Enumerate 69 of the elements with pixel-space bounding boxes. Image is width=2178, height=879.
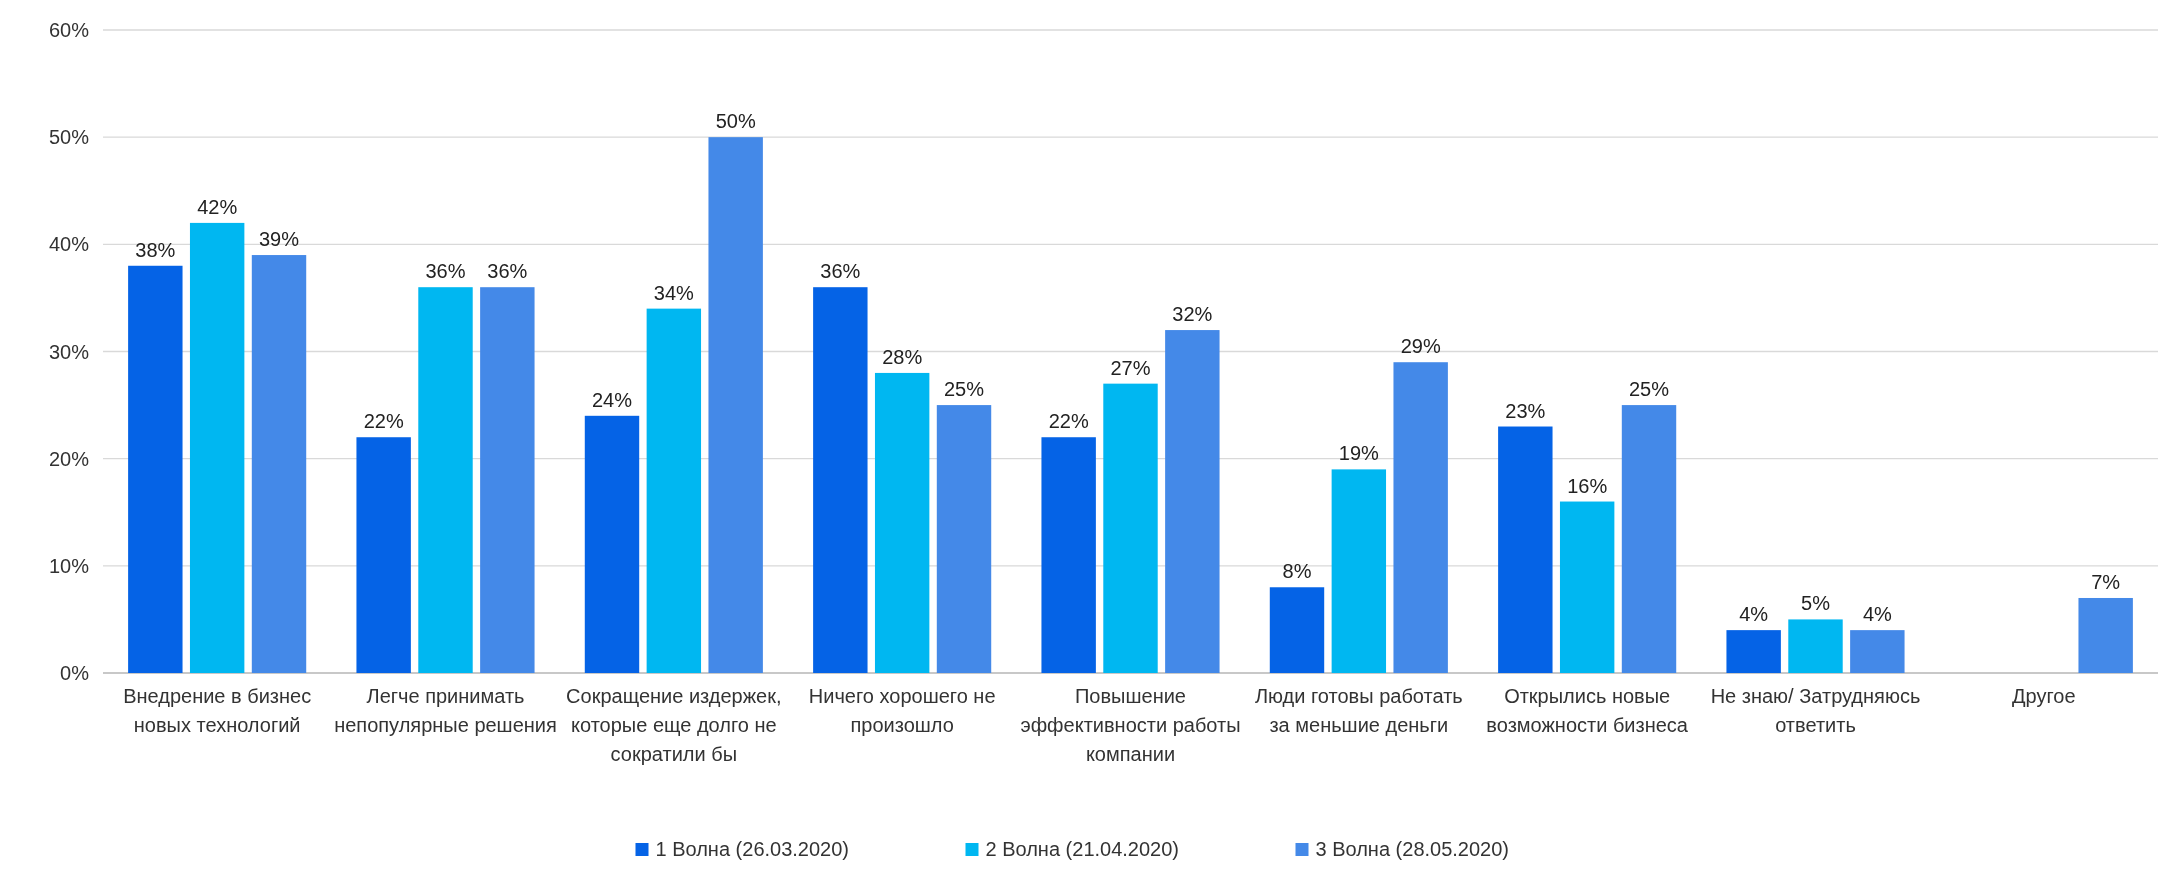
x-tick-label: Люди готовы работать за меньшие деньги	[1254, 685, 1463, 736]
y-tick-label: 30%	[48, 340, 90, 363]
bar	[1103, 383, 1158, 673]
bar	[584, 415, 640, 673]
y-tick-label: 50%	[48, 126, 90, 149]
bar	[1331, 469, 1387, 673]
data-label: 25%	[943, 378, 985, 401]
legend-label: 3 Волна (28.05.2020)	[1315, 838, 1510, 860]
data-label: 19%	[1338, 442, 1380, 465]
bar	[1788, 619, 1843, 673]
x-tick-label: Открылись новые возможности бизнеса	[1486, 685, 1689, 736]
bar	[251, 255, 307, 673]
bar	[2078, 597, 2133, 673]
legend-label: 2 Волна (21.04.2020)	[985, 838, 1180, 860]
x-tick-label: Ничего хорошего не произошло	[808, 685, 996, 736]
bar	[1726, 630, 1781, 673]
bar	[480, 287, 535, 673]
legend-label: 1 Волна (26.03.2020)	[655, 838, 850, 860]
data-label: 28%	[882, 345, 923, 368]
data-label: 4%	[1739, 603, 1769, 626]
bar	[708, 137, 763, 673]
data-label: 4%	[1862, 603, 1893, 626]
bar	[418, 287, 473, 673]
data-label: 5%	[1801, 592, 1831, 615]
y-tick-label: 20%	[48, 447, 90, 470]
x-tick-label: Повышение эффективности работы компании	[1020, 685, 1241, 765]
x-tick-label: Не знаю/ Затрудняюсь ответить	[1710, 685, 1921, 736]
data-label: 36%	[820, 260, 861, 283]
data-label: 24%	[591, 388, 633, 411]
x-tick-label: Легче принимать непопулярные решения	[334, 685, 557, 736]
data-label: 38%	[135, 238, 176, 261]
bar	[936, 405, 992, 673]
data-label: 50%	[715, 110, 756, 133]
data-label: 36%	[425, 260, 466, 283]
bar	[128, 265, 183, 673]
bar	[1850, 630, 1905, 673]
data-label: 27%	[1110, 356, 1151, 379]
bar	[1559, 501, 1615, 673]
bar	[356, 437, 411, 673]
bar	[1165, 330, 1220, 673]
bar	[1269, 587, 1325, 673]
data-label: 42%	[197, 195, 238, 218]
data-label: 34%	[653, 281, 695, 304]
data-label: 25%	[1628, 378, 1670, 401]
data-label: 39%	[258, 228, 300, 251]
bar	[1041, 437, 1096, 673]
x-tick-label: Внедрение в бизнес новых технологий	[123, 685, 312, 736]
bar	[189, 222, 245, 673]
bar	[1498, 426, 1553, 673]
bar	[1393, 362, 1448, 673]
data-label: 36%	[487, 260, 528, 283]
bar	[646, 308, 702, 673]
bar	[1621, 405, 1677, 673]
data-label: 32%	[1172, 303, 1213, 326]
y-tick-label: 40%	[48, 233, 90, 256]
bar	[813, 287, 868, 673]
data-label: 23%	[1505, 399, 1546, 422]
data-label: 22%	[363, 410, 404, 433]
x-tick-label: Сокращение издержек, которые еще долго не сократили бы	[566, 685, 782, 765]
y-tick-label: 60%	[48, 19, 90, 41]
data-label: 29%	[1400, 335, 1441, 358]
data-label: 22%	[1048, 410, 1089, 433]
y-tick-label: 0%	[60, 662, 90, 684]
data-label: 7%	[2091, 570, 2121, 593]
data-label: 8%	[1282, 560, 1312, 583]
data-label: 16%	[1567, 474, 1608, 497]
x-tick-label: Другое	[2012, 685, 2076, 707]
bar	[874, 372, 930, 673]
y-tick-label: 10%	[48, 554, 90, 577]
